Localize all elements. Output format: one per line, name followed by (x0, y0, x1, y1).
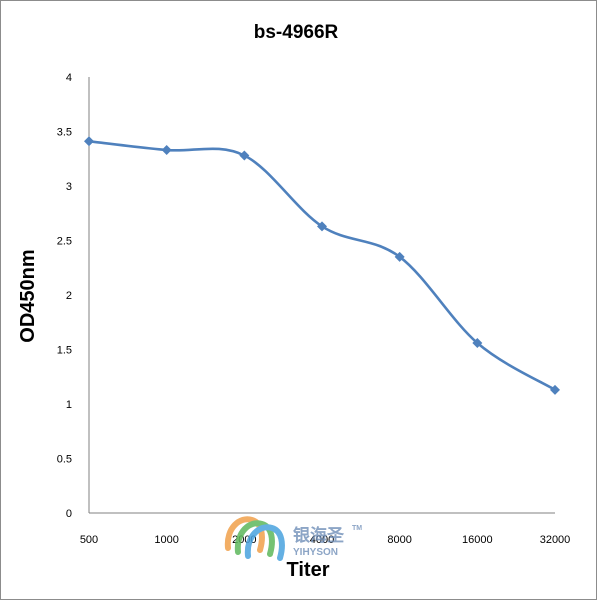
y-tick-label: 1 (66, 399, 72, 411)
y-tick-label: 0 (66, 508, 72, 520)
watermark-name-en: YIHYSON (293, 547, 338, 558)
x-tick-label: 1000 (154, 534, 178, 546)
data-point (550, 384, 560, 395)
watermark-name-cn: 银海圣 (293, 525, 345, 545)
y-axis-title: OD450nm (17, 249, 39, 342)
series-line (87, 140, 557, 392)
y-tick-label: 4 (66, 72, 72, 84)
data-point (239, 150, 250, 161)
chart-title: bs-4966R (254, 22, 339, 43)
y-tick-label: 2 (66, 290, 72, 302)
data-point (317, 221, 327, 232)
y-tick-label: 3 (66, 181, 72, 193)
logo-mark-icon (224, 516, 285, 561)
y-tick-label: 2.5 (57, 236, 72, 248)
plot-area (84, 136, 560, 395)
y-tick-label: 3.5 (57, 127, 72, 139)
x-tick-label: 500 (80, 534, 98, 546)
data-markers (84, 136, 560, 395)
y-tick-label: 1.5 (57, 345, 72, 357)
y-tick-label: 0.5 (57, 454, 72, 466)
y-axis: 0 0.5 1 1.5 2 2.5 3 3.5 4 (57, 72, 90, 520)
data-point (84, 136, 94, 147)
x-axis-title: Titer (287, 559, 330, 581)
x-tick-label: 4000 (310, 534, 334, 546)
watermark-tm: TM (352, 525, 362, 532)
y-tick-labels: 0 0.5 1 1.5 2 2.5 3 3.5 4 (57, 72, 72, 520)
x-tick-label: 16000 (462, 534, 493, 546)
data-point (161, 145, 172, 156)
data-point (394, 251, 405, 262)
x-tick-label: 8000 (387, 534, 411, 546)
watermark-logo: 银海圣 TM YIHYSON (224, 516, 362, 561)
x-tick-label: 32000 (540, 534, 571, 546)
data-point (472, 337, 483, 348)
